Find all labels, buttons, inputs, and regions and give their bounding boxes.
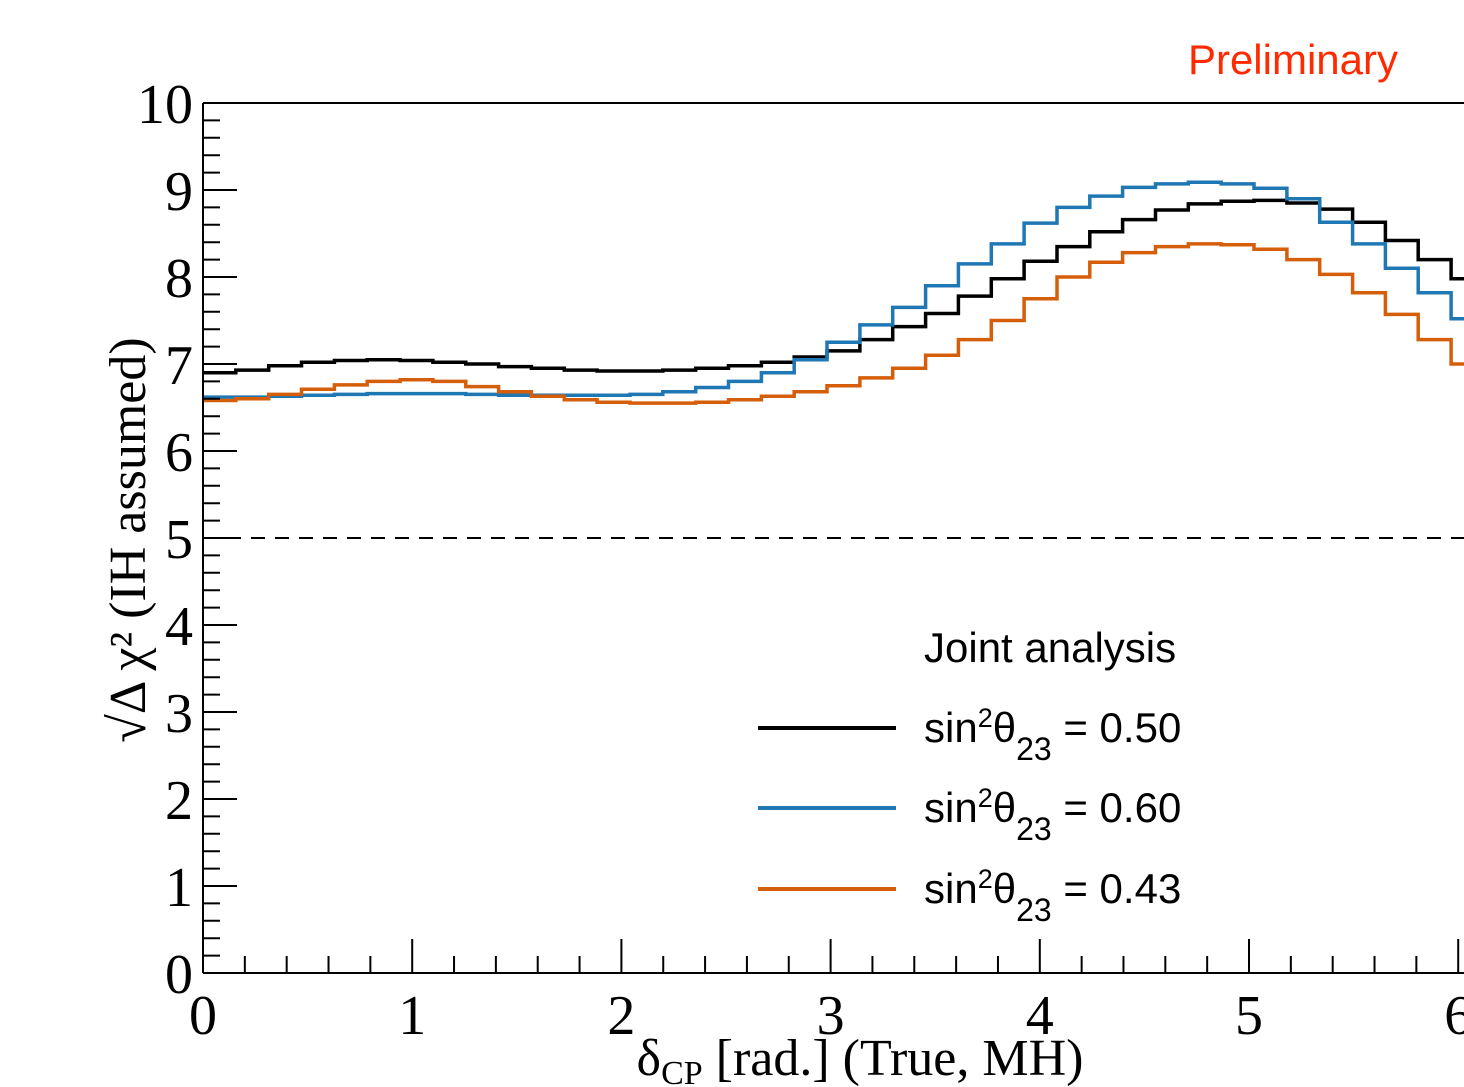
x-axis-label-sub: CP <box>661 1055 703 1087</box>
x-tick-label: 5 <box>1235 985 1263 1047</box>
series-line-2 <box>203 242 1464 405</box>
series-line-1 <box>203 180 1464 399</box>
x-axis-label-main: δ <box>637 1030 662 1087</box>
y-tick-label: 9 <box>165 161 193 223</box>
x-tick-labels: 0 1 2 3 4 5 6 <box>189 985 1464 1047</box>
legend-label-1: sin2θ23 = 0.60 <box>924 783 1181 847</box>
x-tick-label: 6 <box>1444 985 1464 1047</box>
y-tick-label: 6 <box>165 422 193 484</box>
y-axis-label: √Δ χ² (IH assumed) <box>100 337 157 742</box>
preliminary-annotation: Preliminary <box>1188 36 1398 83</box>
legend-label-0: sin2θ23 = 0.50 <box>924 703 1181 767</box>
y-tick-labels: 0 1 2 3 4 5 6 7 8 9 10 <box>137 74 193 1006</box>
x-tick-label: 2 <box>607 985 635 1047</box>
x-tick-label: 1 <box>398 985 426 1047</box>
series-line-0 <box>203 198 1464 375</box>
y-tick-label: 1 <box>165 857 193 919</box>
y-tick-label: 7 <box>165 335 193 397</box>
x-axis-ticks <box>202 939 1460 973</box>
y-tick-label: 10 <box>137 74 193 136</box>
legend-title: Joint analysis <box>924 624 1176 671</box>
y-tick-label: 0 <box>165 944 193 1006</box>
x-axis-label: δCP [rad.] (True, MH) <box>637 1030 1084 1087</box>
x-axis-label-rest: [rad.] (True, MH) <box>703 1030 1084 1087</box>
y-tick-label: 2 <box>165 770 193 832</box>
y-tick-label: 3 <box>165 683 193 745</box>
legend: Joint analysis sin2θ23 = 0.50 sin2θ23 = 0.… <box>758 624 1181 928</box>
x-tick-label: 0 <box>189 985 217 1047</box>
y-tick-label: 5 <box>165 509 193 571</box>
x-tick-label: 4 <box>1026 985 1054 1047</box>
y-tick-label: 8 <box>165 248 193 310</box>
y-tick-label: 4 <box>165 596 193 658</box>
legend-label-2: sin2θ23 = 0.43 <box>924 864 1181 928</box>
series-layer <box>203 180 1464 405</box>
x-tick-label: 3 <box>817 985 845 1047</box>
y-axis-label-expr: √Δ χ² <box>100 632 157 743</box>
y-axis-label-rest: (IH assumed) <box>100 337 157 632</box>
y-axis-ticks <box>203 102 237 974</box>
